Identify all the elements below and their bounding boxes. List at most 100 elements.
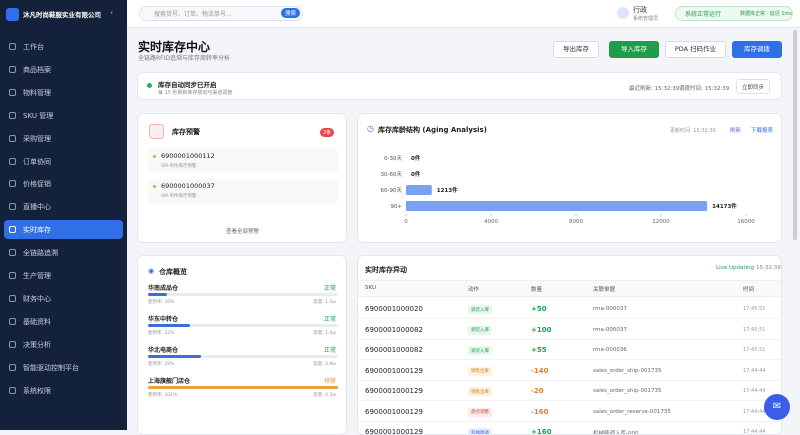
user-name: 行政 — [633, 6, 647, 14]
document: sales_order_reserve-001735 — [593, 408, 671, 415]
status-detail: 数据库正常 · 延迟 1ms — [740, 10, 793, 17]
menu-item[interactable]: 基础资料 — [23, 317, 51, 326]
warehouse-card: ◉ 仓库概览 华南成品仓 正常 使用率: 10% 容量: 1.2w 华东中转仓 正常 使用率… — [137, 255, 347, 435]
menu-icon — [9, 272, 16, 279]
warehouse-status: 正常 — [323, 285, 336, 292]
alerts-card: 库存预警 2条 查看全部预警 6900001000112 SM-单件库存预警 690… — [137, 113, 347, 243]
menu-icon — [9, 317, 16, 325]
menu-item[interactable]: 物料管理 — [23, 88, 51, 97]
alert-sku: 6900001000112 — [161, 152, 215, 160]
menu-icon — [9, 363, 16, 371]
alerts-title: 库存预警 — [172, 128, 200, 136]
menu-item[interactable]: SKU 管理 — [23, 111, 54, 120]
header-button[interactable]: 库存调拨 — [732, 41, 782, 58]
avatar — [617, 7, 629, 19]
aging-icon: ◷ — [367, 124, 374, 133]
alert-dot — [153, 185, 156, 188]
alert-icon — [149, 124, 164, 139]
action-tag: 调货入库 — [468, 305, 492, 314]
time: 17:45:51 — [743, 326, 766, 333]
action-tag: 盘点调整 — [468, 407, 492, 417]
menu-icon — [9, 65, 16, 73]
quantity: +50 — [531, 305, 547, 313]
menu-item[interactable]: 财务中心 — [23, 294, 51, 303]
menu-item[interactable]: 决策分析 — [23, 340, 51, 349]
header-button[interactable]: 导入库存 — [609, 41, 659, 58]
menu-icon — [9, 340, 16, 348]
usage-track — [148, 324, 338, 327]
aging-chart: 0 4000 8000 12000 16000 0-30天 0件 30-60天 0件 60-90天… — [381, 154, 756, 225]
menu-icon — [9, 386, 16, 394]
search-placeholder: 搜索货号、订单、物流单号... — [154, 11, 232, 18]
usage-label: 使用率: 22% — [148, 331, 175, 336]
aging-download[interactable]: 下载报表 — [751, 128, 774, 134]
menu-item[interactable]: 价格促销 — [23, 180, 51, 189]
y-tick-label: 90+ — [390, 204, 402, 210]
row-line — [358, 379, 781, 381]
schedule-time: 调度时间: 15:32:39 — [679, 86, 730, 92]
menu-item[interactable]: 直播中心 — [23, 203, 51, 212]
usage-bar — [148, 386, 338, 389]
sync-button[interactable]: 立即同步 — [736, 79, 771, 94]
row-line — [358, 400, 781, 401]
time: 17:45:51 — [743, 347, 766, 353]
alert-dot — [153, 155, 156, 158]
menu-icon — [9, 134, 16, 142]
menu-icon — [9, 203, 16, 211]
document: sales_order_ship-001735 — [593, 388, 662, 394]
y-tick-label: 0-30天 — [384, 155, 402, 162]
x-tick-label: 12000 — [652, 219, 670, 225]
menu-item[interactable]: 商品档案 — [23, 65, 51, 74]
sku: 6900001000020 — [365, 305, 423, 313]
time: 17:44:44 — [743, 388, 766, 394]
row-line — [358, 318, 781, 319]
header-button[interactable]: PDA 扫码作业 — [665, 41, 726, 58]
alert-note: SM-单件库存预警 — [161, 194, 197, 199]
document: rma-000037 — [593, 306, 627, 312]
alerts-link[interactable]: 查看全部预警 — [226, 229, 260, 235]
x-tick-label: 4000 — [484, 219, 498, 225]
alert-item — [148, 179, 338, 203]
search-box[interactable] — [139, 6, 303, 21]
sync-bar: 库存自动同步已开启 每 15 秒刷新库存变动与渠道调度 最近刷新: 15:32:… — [137, 72, 782, 100]
sku: 6900001000129 — [365, 428, 423, 435]
menu-active — [4, 220, 123, 240]
status: 系统正常运行 — [685, 11, 722, 18]
menu-item[interactable]: 系统权限 — [23, 386, 51, 395]
usage-label: 使用率: 101% — [148, 393, 178, 398]
search-button[interactable]: 搜索 — [281, 8, 301, 18]
topbar: 搜索货号、订单、物流单号... 搜索 行政 系统管理员 系统正常运行 数据库正常… — [127, 0, 800, 28]
menu-item[interactable]: 实时库存 — [23, 226, 51, 235]
header-button[interactable]: 导出库存 — [553, 41, 599, 58]
menu-item[interactable]: 全链路追溯 — [23, 249, 58, 258]
page-subtitle: 全链路RFID追溯与库存周转率分析 — [138, 55, 231, 62]
row-line — [358, 420, 781, 422]
menu-item[interactable]: 采购管理 — [23, 134, 51, 143]
menu-item[interactable]: 订单协同 — [23, 157, 51, 166]
value-label: 14173件 — [712, 202, 737, 210]
document: rma-000036 — [593, 347, 627, 353]
sync-title: 库存自动同步已开启 — [158, 81, 217, 89]
collapse[interactable]: ‹ — [110, 8, 114, 17]
action-tag: 机械降调 — [468, 428, 492, 434]
capacity: 容量: 0.8w — [313, 362, 336, 367]
aging-refresh[interactable]: 刷新 — [730, 128, 742, 134]
sync-dot — [147, 83, 152, 88]
chat-button[interactable]: ✉ — [764, 394, 790, 420]
bar — [406, 201, 708, 211]
value-label: 0件 — [411, 170, 421, 178]
menu-icon — [9, 111, 16, 119]
column-header: 时间 — [743, 287, 755, 293]
capacity: 容量: 1.2w — [313, 300, 336, 305]
menu-item[interactable]: 智能驱动控制平台 — [23, 363, 79, 372]
capacity: 容量: 0.3w — [313, 393, 336, 398]
document: sales_order_ship-001735 — [593, 367, 662, 374]
y-tick-label: 60-90天 — [381, 187, 403, 194]
warehouse-status: 正常 — [323, 316, 336, 323]
menu-item[interactable]: 工作台 — [23, 43, 44, 51]
menu-item[interactable]: 生产管理 — [23, 272, 51, 280]
page-title: 实时库存中心 — [138, 40, 211, 54]
time: 17:45:51 — [743, 306, 766, 312]
column-header: 数量 — [531, 287, 543, 293]
